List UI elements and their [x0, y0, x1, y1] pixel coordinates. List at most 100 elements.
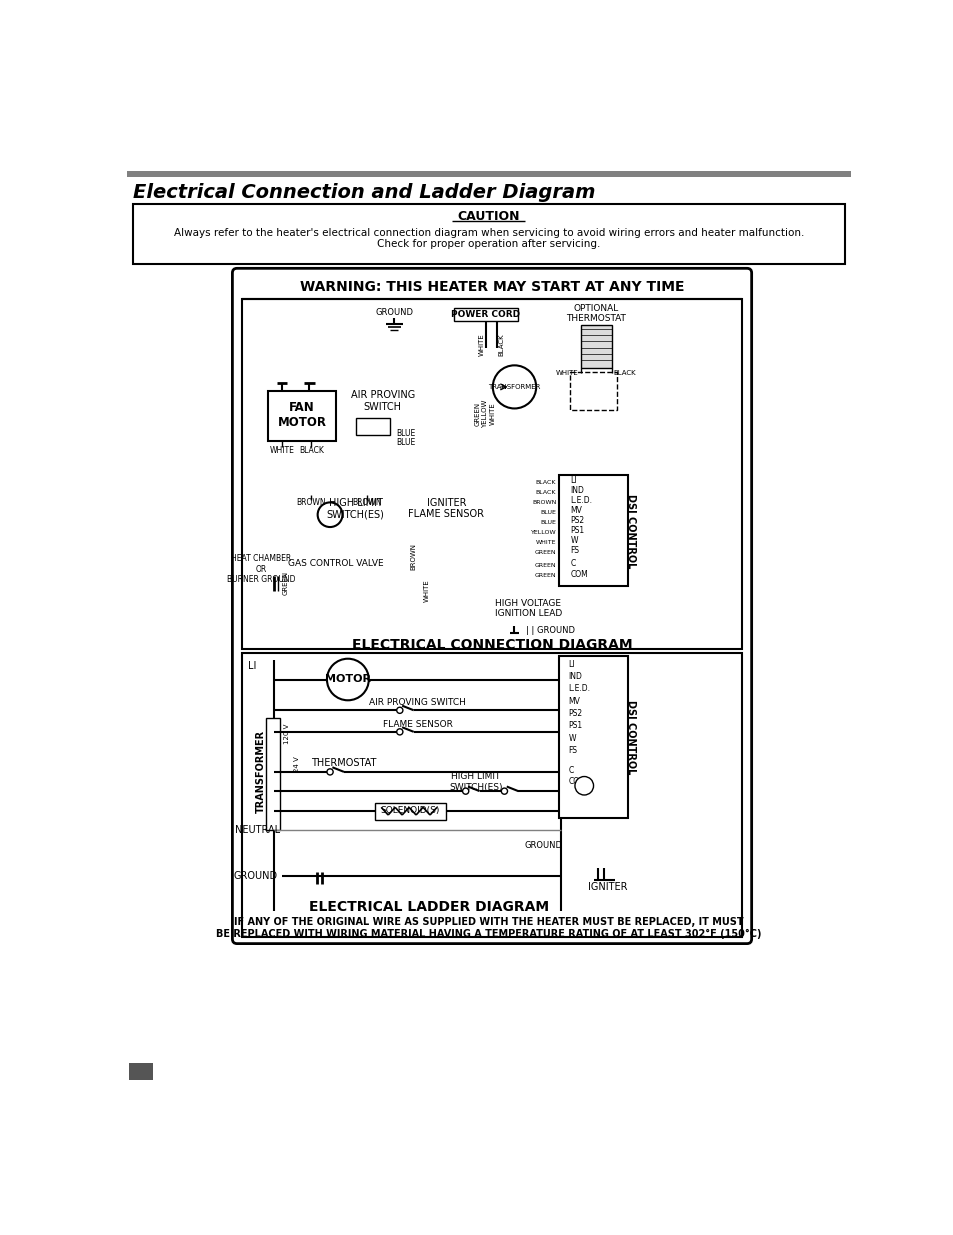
Text: WHITE: WHITE — [489, 403, 496, 425]
Text: PS1: PS1 — [568, 721, 582, 730]
Text: 25: 25 — [132, 1065, 150, 1078]
Bar — [454, 308, 517, 321]
Text: BLUE: BLUE — [395, 429, 416, 437]
Text: ELECTRICAL LADDER DIAGRAM: ELECTRICAL LADDER DIAGRAM — [309, 899, 549, 914]
Bar — [375, 803, 446, 820]
Text: BLACK: BLACK — [497, 333, 504, 356]
Circle shape — [327, 769, 333, 776]
Text: WHITE: WHITE — [555, 370, 578, 375]
Bar — [127, 172, 850, 178]
Text: GREEN: GREEN — [474, 401, 479, 426]
Text: BROWN: BROWN — [296, 498, 326, 506]
Text: HEAT CHAMBER
OR
BURNER GROUND: HEAT CHAMBER OR BURNER GROUND — [227, 555, 295, 584]
Text: WARNING: THIS HEATER MAY START AT ANY TIME: WARNING: THIS HEATER MAY START AT ANY TI… — [299, 280, 683, 294]
Bar — [558, 656, 627, 818]
Text: YELLOW: YELLOW — [481, 400, 488, 429]
Text: IGNITER
FLAME SENSOR: IGNITER FLAME SENSOR — [408, 498, 484, 520]
Text: MV: MV — [570, 506, 581, 515]
Text: BLACK: BLACK — [298, 446, 324, 454]
Text: DSI CONTROL: DSI CONTROL — [625, 494, 635, 568]
Circle shape — [493, 366, 536, 409]
Text: MV: MV — [568, 697, 580, 705]
Text: BLUE: BLUE — [540, 520, 556, 525]
Text: PS1: PS1 — [570, 526, 584, 536]
Text: TRANSFORMER: TRANSFORMER — [255, 730, 266, 814]
Circle shape — [575, 777, 593, 795]
Text: LI: LI — [248, 661, 256, 671]
Text: Always refer to the heater's electrical connection diagram when servicing to avo: Always refer to the heater's electrical … — [173, 228, 803, 238]
Text: FAN
MOTOR: FAN MOTOR — [277, 401, 326, 430]
FancyBboxPatch shape — [233, 268, 751, 944]
Text: ELECTRICAL CONNECTION DIAGRAM: ELECTRICAL CONNECTION DIAGRAM — [352, 637, 632, 652]
Bar — [355, 417, 390, 435]
Circle shape — [462, 788, 468, 794]
Text: GREEN: GREEN — [535, 563, 556, 568]
Text: IGNITER: IGNITER — [587, 882, 626, 893]
Text: GROUND: GROUND — [375, 308, 413, 316]
Text: GREEN: GREEN — [283, 571, 289, 595]
Text: BLUE: BLUE — [540, 510, 556, 515]
Text: W: W — [570, 536, 578, 546]
Text: WHITE: WHITE — [477, 333, 484, 356]
Text: GROUND: GROUND — [233, 871, 278, 881]
Text: BROWN: BROWN — [352, 498, 381, 506]
Text: L.E.D.: L.E.D. — [568, 684, 590, 693]
Text: COM: COM — [570, 569, 587, 578]
Text: BLACK: BLACK — [613, 370, 636, 375]
Text: BROWN: BROWN — [411, 543, 416, 569]
Bar — [558, 474, 627, 587]
Text: WHITE: WHITE — [423, 579, 430, 603]
Circle shape — [396, 729, 402, 735]
Text: PS2: PS2 — [570, 516, 584, 525]
Bar — [129, 1063, 153, 1079]
Bar — [580, 325, 612, 368]
Text: | | GROUND: | | GROUND — [525, 626, 575, 635]
Text: Electrical Connection and Ladder Diagram: Electrical Connection and Ladder Diagram — [133, 183, 595, 201]
Text: W: W — [568, 734, 576, 742]
Text: GAS CONTROL VALVE: GAS CONTROL VALVE — [288, 559, 384, 568]
Text: OPTIONAL
THERMOSTAT: OPTIONAL THERMOSTAT — [565, 304, 625, 324]
Text: HIGH LIMIT
SWITCH(ES): HIGH LIMIT SWITCH(ES) — [326, 498, 384, 520]
Text: BE REPLACED WITH WIRING MATERIAL HAVING A TEMPERATURE RATING OF AT LEAST 302°F (: BE REPLACED WITH WIRING MATERIAL HAVING … — [216, 929, 760, 939]
Text: HIGH LIMIT
SWITCH(ES): HIGH LIMIT SWITCH(ES) — [449, 772, 502, 792]
Circle shape — [317, 503, 342, 527]
Text: WHITE: WHITE — [536, 540, 556, 545]
Text: IND: IND — [570, 487, 583, 495]
Text: CAUTION: CAUTION — [457, 210, 519, 224]
Text: C: C — [570, 559, 575, 568]
Text: FLAME SENSOR: FLAME SENSOR — [382, 720, 452, 729]
Text: PS2: PS2 — [568, 709, 582, 718]
Text: TRANSFORMER: TRANSFORMER — [488, 384, 540, 390]
Text: WHITE: WHITE — [270, 446, 294, 454]
Text: 24 V: 24 V — [294, 756, 300, 772]
Bar — [241, 652, 741, 937]
Text: IND: IND — [568, 672, 582, 680]
Text: AIR PROVING
SWITCH: AIR PROVING SWITCH — [351, 390, 415, 411]
Text: DSI CONTROL: DSI CONTROL — [625, 700, 635, 774]
Text: AIR PROVING SWITCH: AIR PROVING SWITCH — [369, 698, 466, 708]
Bar — [570, 372, 617, 410]
Circle shape — [500, 788, 507, 794]
Text: 120 V: 120 V — [283, 724, 290, 743]
Text: C: C — [568, 766, 574, 774]
Text: BLUE: BLUE — [395, 438, 416, 447]
Text: BLACK: BLACK — [536, 490, 556, 495]
Text: BROWN: BROWN — [532, 500, 556, 505]
Text: BLACK: BLACK — [536, 480, 556, 485]
Bar — [266, 718, 280, 830]
Bar — [268, 390, 335, 441]
Text: GREEN: GREEN — [535, 573, 556, 578]
Text: FS: FS — [568, 746, 578, 755]
Text: LI: LI — [568, 659, 575, 668]
Text: GROUND: GROUND — [524, 841, 562, 850]
Text: LI: LI — [570, 477, 577, 485]
Text: THERMOSTAT: THERMOSTAT — [311, 757, 376, 768]
Text: GREEN: GREEN — [535, 550, 556, 555]
Text: FS: FS — [570, 546, 578, 556]
Circle shape — [327, 658, 369, 700]
Bar — [241, 299, 741, 650]
Text: YELLOW: YELLOW — [530, 530, 556, 535]
Bar — [133, 204, 843, 264]
Text: POWER CORD: POWER CORD — [451, 310, 519, 319]
Circle shape — [396, 708, 402, 714]
